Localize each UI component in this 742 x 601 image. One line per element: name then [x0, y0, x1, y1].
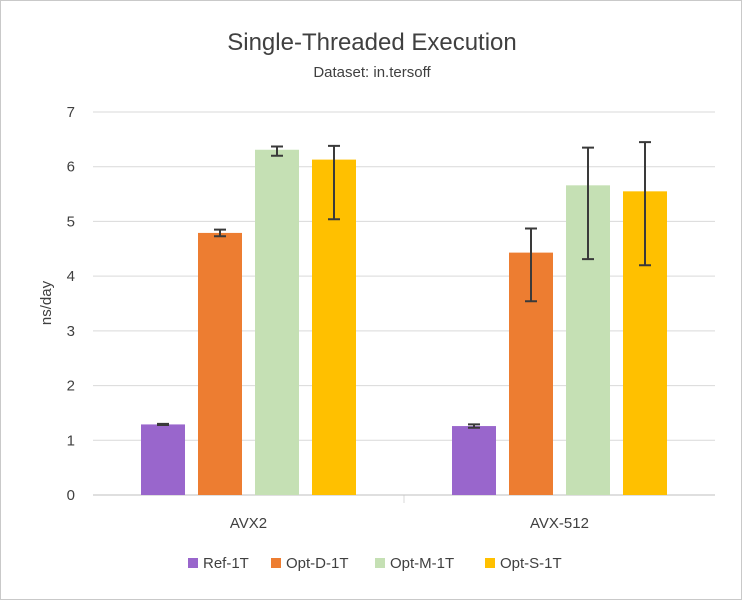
legend-swatch	[485, 558, 495, 568]
y-tick-label: 6	[67, 159, 75, 176]
bar	[141, 424, 185, 495]
bars	[141, 149, 667, 496]
y-tick-label: 5	[67, 213, 75, 230]
y-tick-label: 7	[67, 104, 75, 121]
x-category-label: AVX-512	[530, 515, 589, 532]
error-bar	[468, 423, 480, 429]
bar	[255, 149, 299, 495]
error-bars	[157, 141, 651, 429]
error-bar	[525, 227, 537, 303]
bar	[452, 426, 496, 495]
y-tick-label: 1	[67, 432, 75, 449]
chart-subtitle: Dataset: in.tersoff	[313, 64, 431, 81]
error-bar	[214, 228, 226, 238]
error-bar	[157, 422, 169, 426]
legend-label: Opt-S-1T	[500, 555, 562, 572]
y-tick-label: 4	[67, 268, 75, 285]
legend-swatch	[271, 558, 281, 568]
y-axis-ticks: 0 1 2 3 4 5 6 7	[67, 104, 75, 504]
x-axis-categories: AVX2 AVX-512	[230, 515, 589, 532]
error-bar	[582, 146, 594, 261]
y-axis-title: ns/day	[38, 280, 55, 325]
y-tick-label: 2	[67, 378, 75, 395]
gridlines	[93, 111, 715, 503]
legend-label: Ref-1T	[203, 555, 249, 572]
legend-label: Opt-M-1T	[390, 555, 454, 572]
chart-title: Single-Threaded Execution	[227, 29, 517, 56]
error-bar	[271, 145, 283, 157]
legend: Ref-1T Opt-D-1T Opt-M-1T Opt-S-1T	[188, 555, 562, 572]
error-bar	[328, 144, 340, 221]
legend-label: Opt-D-1T	[286, 555, 349, 572]
y-tick-label: 3	[67, 323, 75, 340]
legend-swatch	[375, 558, 385, 568]
legend-swatch	[188, 558, 198, 568]
error-bar	[639, 141, 651, 267]
y-tick-label: 0	[67, 487, 75, 504]
bar	[198, 232, 242, 495]
x-category-label: AVX2	[230, 515, 267, 532]
